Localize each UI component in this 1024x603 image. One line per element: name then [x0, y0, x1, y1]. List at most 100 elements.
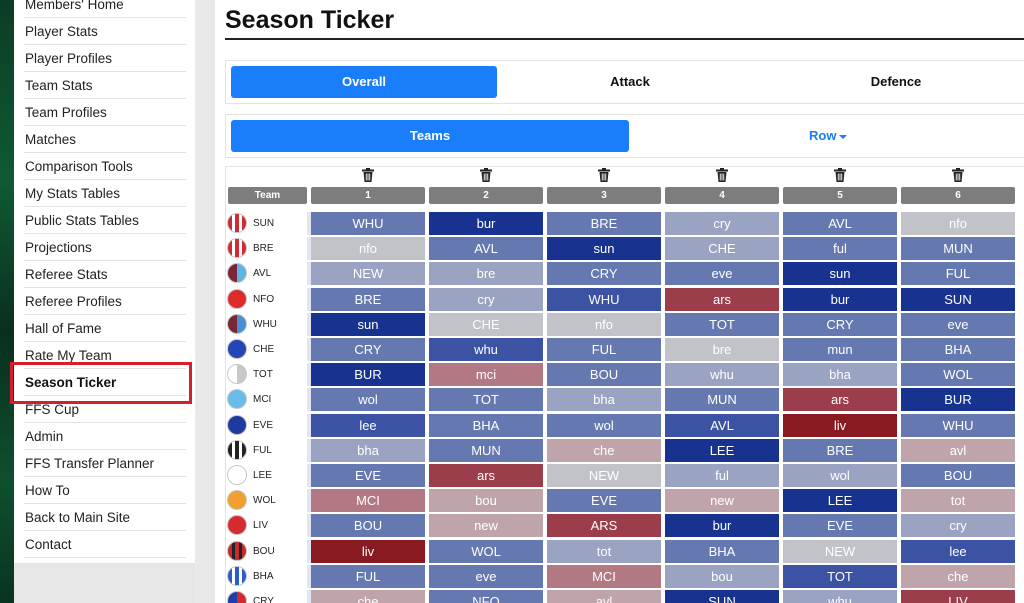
sidebar-item-season-ticker[interactable]: Season Ticker	[24, 369, 186, 396]
fixture-cell[interactable]: liv	[783, 413, 897, 437]
fixture-cell[interactable]: ful	[783, 237, 897, 261]
team-cell[interactable]: SUN	[225, 212, 307, 235]
fixture-cell[interactable]: BHA	[665, 539, 779, 563]
fixture-cell[interactable]: bha	[547, 388, 661, 412]
fixture-cell[interactable]: che	[547, 438, 661, 462]
column-header-4[interactable]: 4	[665, 187, 779, 204]
fixture-cell[interactable]: che	[311, 590, 425, 603]
fixture-cell[interactable]: NFO	[429, 590, 543, 603]
fixture-cell[interactable]: lee	[311, 413, 425, 437]
fixture-cell[interactable]: TOT	[429, 388, 543, 412]
trash-icon[interactable]	[834, 168, 846, 182]
fixture-cell[interactable]: LEE	[665, 438, 779, 462]
trash-icon[interactable]	[480, 168, 492, 182]
fixture-cell[interactable]: NEW	[311, 262, 425, 286]
team-cell[interactable]: BHA	[225, 565, 307, 588]
fixture-cell[interactable]: WOL	[901, 363, 1015, 387]
fixture-cell[interactable]: MUN	[429, 438, 543, 462]
fixture-cell[interactable]: CRY	[311, 338, 425, 361]
fixture-cell[interactable]: bur	[783, 287, 897, 311]
fixture-cell[interactable]: FUL	[901, 262, 1015, 286]
fixture-cell[interactable]: CHE	[429, 312, 543, 336]
fixture-cell[interactable]: NEW	[783, 539, 897, 563]
fixture-cell[interactable]: MUN	[665, 388, 779, 412]
fixture-cell[interactable]: bha	[311, 438, 425, 462]
fixture-cell[interactable]: nfo	[901, 212, 1015, 235]
column-header-5[interactable]: 5	[783, 187, 897, 204]
sidebar-item-hall-of-fame[interactable]: Hall of Fame	[24, 315, 186, 342]
team-cell[interactable]: EVE	[225, 414, 307, 437]
fixture-cell[interactable]: bou	[429, 489, 543, 513]
sidebar-item-team-profiles[interactable]: Team Profiles	[24, 99, 186, 126]
fixture-cell[interactable]: bou	[665, 564, 779, 588]
fixture-cell[interactable]: NEW	[547, 464, 661, 487]
fixture-cell[interactable]: bre	[665, 338, 779, 361]
fixture-cell[interactable]: BHA	[429, 413, 543, 437]
fixture-cell[interactable]: ars	[665, 287, 779, 311]
fixture-cell[interactable]: wol	[311, 388, 425, 412]
column-header-6[interactable]: 6	[901, 187, 1015, 204]
fixture-cell[interactable]: LEE	[783, 489, 897, 513]
fixture-cell[interactable]: cry	[429, 287, 543, 311]
fixture-cell[interactable]: EVE	[783, 514, 897, 538]
fixture-cell[interactable]: whu	[783, 590, 897, 603]
trash-icon[interactable]	[716, 168, 728, 182]
fixture-cell[interactable]: whu	[429, 338, 543, 361]
fixture-cell[interactable]: sun	[311, 312, 425, 336]
team-cell[interactable]: BOU	[225, 540, 307, 563]
fixture-cell[interactable]: nfo	[311, 237, 425, 261]
column-header-3[interactable]: 3	[547, 187, 661, 204]
fixture-cell[interactable]: avl	[901, 438, 1015, 462]
fixture-cell[interactable]: avl	[547, 590, 661, 603]
fixture-cell[interactable]: ars	[783, 388, 897, 412]
fixture-cell[interactable]: TOT	[783, 564, 897, 588]
team-cell[interactable]: MCI	[225, 388, 307, 411]
sidebar-item-team-stats[interactable]: Team Stats	[24, 72, 186, 99]
sidebar-item-rate-my-team[interactable]: Rate My Team	[24, 342, 186, 369]
tab-defence[interactable]: Defence	[870, 74, 922, 89]
trash-icon[interactable]	[598, 168, 610, 182]
fixture-cell[interactable]: BRE	[547, 212, 661, 235]
fixture-cell[interactable]: MCI	[311, 489, 425, 513]
sidebar-item-how-to[interactable]: How To	[24, 477, 186, 504]
column-header-1[interactable]: 1	[311, 187, 425, 204]
fixture-cell[interactable]: sun	[783, 262, 897, 286]
fixture-cell[interactable]: bur	[665, 514, 779, 538]
fixture-cell[interactable]: CRY	[547, 262, 661, 286]
team-cell[interactable]: CRY	[225, 590, 307, 603]
sidebar-item-my-stats-tables[interactable]: My Stats Tables	[24, 180, 186, 207]
fixture-cell[interactable]: FUL	[311, 564, 425, 588]
fixture-cell[interactable]: liv	[311, 539, 425, 563]
team-cell[interactable]: LIV	[225, 514, 307, 537]
team-cell[interactable]: BRE	[225, 237, 307, 260]
fixture-cell[interactable]: ars	[429, 464, 543, 487]
sidebar-item-matches[interactable]: Matches	[24, 126, 186, 153]
sidebar-item-player-stats[interactable]: Player Stats	[24, 18, 186, 45]
fixture-cell[interactable]: tot	[901, 489, 1015, 513]
fixture-cell[interactable]: ARS	[547, 514, 661, 538]
fixture-cell[interactable]: CHE	[665, 237, 779, 261]
team-cell[interactable]: WHU	[225, 313, 307, 336]
fixture-cell[interactable]: AVL	[429, 237, 543, 261]
tab-attack[interactable]: Attack	[610, 74, 650, 89]
fixture-cell[interactable]: TOT	[665, 312, 779, 336]
trash-icon[interactable]	[952, 168, 964, 182]
fixture-cell[interactable]: sun	[547, 237, 661, 261]
fixture-cell[interactable]: BHA	[901, 338, 1015, 361]
trash-icon[interactable]	[362, 168, 374, 182]
team-cell[interactable]: FUL	[225, 439, 307, 462]
sidebar-item-comparison-tools[interactable]: Comparison Tools	[24, 153, 186, 180]
sidebar-item-ffs-transfer-planner[interactable]: FFS Transfer Planner	[24, 450, 186, 477]
team-cell[interactable]: TOT	[225, 363, 307, 386]
sidebar-item-members-home[interactable]: Members' Home	[24, 0, 186, 18]
fixture-cell[interactable]: ful	[665, 464, 779, 487]
team-cell[interactable]: NFO	[225, 288, 307, 311]
team-cell[interactable]: LEE	[225, 464, 307, 487]
fixture-cell[interactable]: EVE	[311, 464, 425, 487]
fixture-cell[interactable]: BRE	[311, 287, 425, 311]
sidebar-item-referee-profiles[interactable]: Referee Profiles	[24, 288, 186, 315]
fixture-cell[interactable]: BOU	[901, 464, 1015, 487]
fixture-cell[interactable]: new	[665, 489, 779, 513]
fixture-cell[interactable]: MUN	[901, 237, 1015, 261]
sidebar-item-back-to-main-site[interactable]: Back to Main Site	[24, 504, 186, 531]
